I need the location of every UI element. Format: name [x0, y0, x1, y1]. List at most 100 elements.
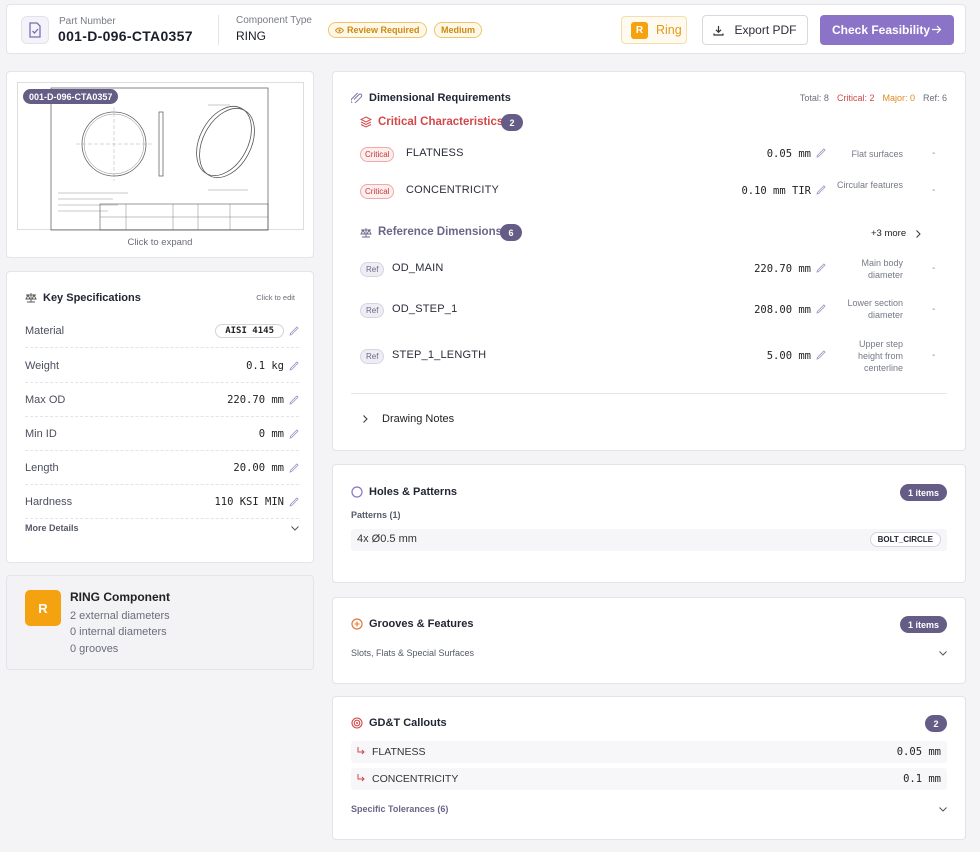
specific-tolerances-toggle[interactable]: Specific Tolerances (6) — [351, 804, 947, 814]
gdt-name: FLATNESS — [372, 746, 426, 758]
type-letter: R — [631, 21, 648, 39]
eye-icon — [335, 27, 344, 34]
spec-label: Hardness — [25, 495, 73, 508]
material-chip: AISI 4145 — [215, 323, 284, 338]
critical-section-title: Critical Characteristics — [378, 116, 504, 128]
chevron-down-icon — [939, 806, 947, 812]
priority-badge: Medium — [434, 22, 483, 38]
feature-dash: - — [932, 148, 936, 159]
download-icon — [713, 25, 725, 36]
pencil-icon[interactable] — [289, 462, 299, 473]
click-to-edit-hint: Click to edit — [256, 293, 295, 302]
component-type-label: Component Type — [236, 15, 312, 26]
feature-dash: - — [932, 350, 936, 361]
spec-row-min-id[interactable]: Min ID 0 mm — [25, 417, 299, 451]
header-bar: Part Number 001-D-096-CTA0357 Component … — [6, 4, 966, 54]
feature-value: 220.70 mm — [754, 263, 811, 275]
chevron-right-icon — [363, 415, 368, 423]
feature-name: CONCENTRICITY — [406, 184, 500, 196]
feature-desc: Main body diameter — [861, 258, 903, 280]
part-number: 001-D-096-CTA0357 — [58, 28, 193, 44]
feature-name: STEP_1_LENGTH — [392, 349, 487, 361]
pencil-icon[interactable] — [816, 263, 826, 273]
spec-label: Min ID — [25, 427, 57, 440]
feature-desc: Lower section diameter — [847, 298, 903, 320]
feature-name: OD_MAIN — [392, 262, 444, 274]
chevron-right-icon — [916, 229, 921, 238]
chevron-down-icon — [939, 650, 947, 656]
spec-row-material[interactable]: Material AISI 4145 — [25, 314, 299, 348]
spec-value: 220.70 mm — [227, 393, 284, 406]
pencil-icon[interactable] — [289, 394, 299, 405]
slots-flats-toggle[interactable]: Slots, Flats & Special Surfaces — [351, 648, 947, 658]
ring-title: RING Component — [70, 590, 170, 604]
gdt-row[interactable]: FLATNESS 0.05 mm — [351, 741, 947, 763]
pencil-icon[interactable] — [816, 350, 826, 360]
drawing-thumbnail[interactable] — [17, 82, 304, 231]
part-number-label: Part Number — [59, 16, 116, 27]
spec-label: Length — [25, 461, 59, 474]
pencil-icon[interactable] — [289, 360, 299, 371]
dim-summary: Total: 8 Critical: 2 Major: 0 Ref: 6 — [799, 93, 947, 103]
ring-letter-icon: R — [25, 590, 61, 626]
holes-count: 1 items — [900, 484, 947, 501]
feature-name: FLATNESS — [406, 147, 464, 159]
pencil-icon[interactable] — [816, 185, 826, 195]
holes-patterns-card: Holes & Patterns 1 items Patterns (1) 4x… — [332, 464, 966, 583]
critical-badge: Critical — [360, 184, 395, 199]
drawing-preview-card[interactable]: 001-D-096-CTA0357 Click to expand — [6, 71, 314, 258]
pattern-tag: BOLT_CIRCLE — [869, 532, 941, 547]
spec-row-weight[interactable]: Weight 0.1 kg — [25, 349, 299, 383]
feature-value: 0.05 mm — [766, 148, 811, 160]
pencil-icon[interactable] — [816, 304, 826, 314]
more-details-toggle[interactable]: More Details — [25, 523, 299, 533]
dim-title: Dimensional Requirements — [369, 92, 511, 104]
ring-grooves: 0 grooves — [70, 643, 119, 655]
expand-caption: Click to expand — [127, 237, 193, 248]
spec-label: Max OD — [25, 393, 66, 406]
spec-row-hardness[interactable]: Hardness 110 KSI MIN — [25, 485, 299, 519]
pencil-icon[interactable] — [816, 148, 826, 158]
holes-title: Holes & Patterns — [369, 486, 458, 498]
feature-desc: Flat surfaces — [851, 149, 903, 159]
arrow-right-icon — [932, 25, 942, 34]
review-required-badge: Review Required — [328, 22, 427, 38]
key-specifications-card: Key Specifications Click to edit Materia… — [6, 271, 314, 563]
feature-value: 0.10 mm TIR — [741, 185, 811, 197]
export-pdf-button[interactable]: Export PDF — [702, 15, 808, 45]
feature-value: 208.00 mm — [754, 304, 811, 316]
target-icon — [351, 717, 363, 729]
show-more-button[interactable]: +3 more — [871, 228, 921, 239]
pencil-icon[interactable] — [289, 428, 299, 439]
divider — [351, 393, 947, 394]
spec-value: 20.00 mm — [233, 461, 284, 474]
drawing-notes-toggle[interactable]: Drawing Notes — [363, 413, 454, 425]
drawing-tag: 001-D-096-CTA0357 — [23, 89, 119, 104]
critical-badge: Critical — [360, 147, 395, 162]
pattern-item[interactable]: 4x Ø0.5 mm BOLT_CIRCLE — [351, 529, 947, 551]
feature-name: OD_STEP_1 — [392, 303, 458, 315]
gdt-row[interactable]: CONCENTRICITY 0.1 mm — [351, 768, 947, 790]
patterns-subtitle: Patterns (1) — [351, 510, 401, 520]
specs-title: Key Specifications — [43, 292, 141, 304]
scale-icon — [360, 227, 372, 238]
document-check-icon — [21, 16, 49, 44]
spec-row-length[interactable]: Length 20.00 mm — [25, 451, 299, 485]
feature-dash: - — [932, 185, 936, 196]
pencil-icon[interactable] — [289, 496, 299, 507]
pencil-icon[interactable] — [289, 325, 299, 336]
spec-label: Material — [25, 324, 65, 337]
feature-desc: Upper step height from centerline — [857, 339, 903, 373]
feature-desc: Circular features — [836, 180, 903, 190]
check-feasibility-button[interactable]: Check Feasibility — [820, 15, 954, 45]
spec-row-max-od[interactable]: Max OD 220.70 mm — [25, 383, 299, 417]
grooves-title: Grooves & Features — [369, 618, 474, 630]
ref-badge: Ref — [360, 262, 385, 277]
return-arrow-icon — [357, 773, 366, 782]
dimensional-requirements-card: Dimensional Requirements Total: 8 Critic… — [332, 71, 966, 451]
gdt-value: 0.05 mm — [896, 746, 941, 758]
ring-int-diameters: 0 internal diameters — [70, 626, 167, 638]
feature-dash: - — [932, 263, 936, 274]
reference-section-title: Reference Dimensions — [378, 226, 502, 238]
gdt-name: CONCENTRICITY — [372, 773, 459, 785]
